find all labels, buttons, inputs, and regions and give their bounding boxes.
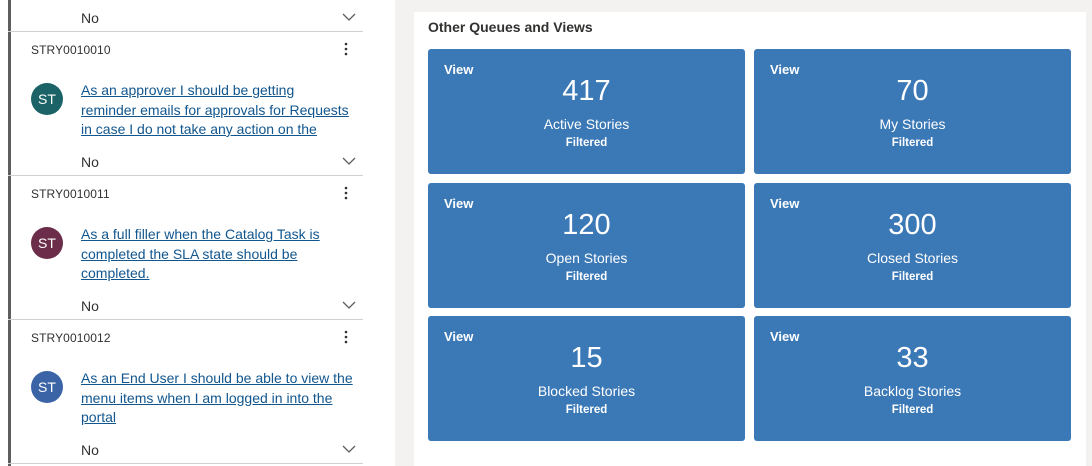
queue-tile-active-stories[interactable]: View 417 Active Stories Filtered xyxy=(428,49,745,174)
other-queues-panel: Other Queues and Views View 417 Active S… xyxy=(414,12,1086,466)
chevron-down-icon[interactable] xyxy=(342,13,356,23)
view-link[interactable]: View xyxy=(770,329,800,344)
tile-count: 300 xyxy=(888,209,937,241)
story-title-link[interactable]: As a full filler when the Catalog Task i… xyxy=(81,225,366,284)
list-item[interactable]: STRY0010010 ST As an approver I should b… xyxy=(8,32,363,176)
tile-filter-status: Filtered xyxy=(891,404,934,416)
story-title-line[interactable]: As a full filler when the Catalog Task i… xyxy=(81,226,320,242)
view-link[interactable]: View xyxy=(444,62,474,77)
tile-label: My Stories xyxy=(879,116,946,132)
avatar: ST xyxy=(31,83,63,115)
view-link[interactable]: View xyxy=(444,329,474,344)
queue-tile-backlog-stories[interactable]: View 33 Backlog Stories Filtered xyxy=(754,316,1071,441)
view-link[interactable]: View xyxy=(444,196,474,211)
field-value: No xyxy=(81,442,99,458)
field-value: No xyxy=(81,154,99,170)
row-divider xyxy=(8,319,363,320)
tile-label: Active Stories xyxy=(543,116,630,132)
row-accent-bar xyxy=(8,0,11,31)
tile-label: Closed Stories xyxy=(866,250,959,266)
tile-filter-status: Filtered xyxy=(891,137,934,149)
view-link[interactable]: View xyxy=(770,196,800,211)
tile-count: 70 xyxy=(896,75,929,107)
tile-count: 15 xyxy=(570,342,603,374)
more-options-icon[interactable] xyxy=(340,184,352,204)
story-title-line[interactable]: portal xyxy=(81,409,117,425)
row-accent-bar xyxy=(8,32,11,175)
tile-filter-status: Filtered xyxy=(565,404,608,416)
queue-tile-blocked-stories[interactable]: View 15 Blocked Stories Filtered xyxy=(428,316,745,441)
row-accent-bar xyxy=(8,320,11,466)
story-title-line[interactable]: As an approver I should be getting xyxy=(81,82,295,98)
avatar: ST xyxy=(31,227,63,259)
chevron-down-icon[interactable] xyxy=(342,445,356,455)
tile-label: Open Stories xyxy=(545,250,628,266)
story-title-line[interactable]: menu items when I am logged in into the xyxy=(81,389,333,406)
more-options-icon[interactable] xyxy=(340,328,352,348)
chevron-down-icon[interactable] xyxy=(342,301,356,311)
field-value: No xyxy=(81,298,99,314)
queue-tile-open-stories[interactable]: View 120 Open Stories Filtered xyxy=(428,183,745,308)
chevron-down-icon[interactable] xyxy=(342,157,356,167)
view-link[interactable]: View xyxy=(770,62,800,77)
story-title-line[interactable]: in case I do not take any action on the xyxy=(81,121,317,137)
story-title-link[interactable]: As an approver I should be getting remin… xyxy=(81,81,366,140)
story-number: STRY0010012 xyxy=(31,331,111,345)
stories-list-pane: No STRY0010010 ST As an approver I shoul… xyxy=(0,0,395,466)
story-title-link[interactable]: As an End User I should be able to view … xyxy=(81,369,366,428)
story-title-line[interactable]: reminder emails for approvals for Reques… xyxy=(81,101,349,118)
story-number: STRY0010010 xyxy=(31,43,111,57)
story-number: STRY0010011 xyxy=(31,187,110,201)
tile-filter-status: Filtered xyxy=(565,137,608,149)
tile-count: 33 xyxy=(896,342,929,374)
tile-label: Blocked Stories xyxy=(537,383,636,399)
list-item[interactable]: STRY0010012 ST As an End User I should b… xyxy=(8,320,363,464)
queue-tile-my-stories[interactable]: View 70 My Stories Filtered xyxy=(754,49,1071,174)
row-divider xyxy=(8,175,363,176)
story-title-line[interactable]: completed the SLA state should be xyxy=(81,245,298,262)
story-title-line[interactable]: As an End User I should be able to view … xyxy=(81,370,353,386)
list-item[interactable]: STRY0010011 ST As a full filler when the… xyxy=(8,176,363,320)
queue-tile-closed-stories[interactable]: View 300 Closed Stories Filtered xyxy=(754,183,1071,308)
tile-filter-status: Filtered xyxy=(565,271,608,283)
avatar: ST xyxy=(31,371,63,403)
tile-label: Backlog Stories xyxy=(863,383,962,399)
story-title-line[interactable]: completed. xyxy=(81,265,150,281)
row-divider xyxy=(8,463,363,464)
row-accent-bar xyxy=(8,176,11,319)
tile-count: 120 xyxy=(562,209,611,241)
field-value: No xyxy=(81,10,99,26)
tile-filter-status: Filtered xyxy=(891,271,934,283)
more-options-icon[interactable] xyxy=(340,40,352,60)
list-item-partial[interactable]: No xyxy=(8,0,363,31)
section-title: Other Queues and Views xyxy=(428,19,593,35)
row-divider xyxy=(8,31,363,32)
tile-count: 417 xyxy=(562,75,611,107)
